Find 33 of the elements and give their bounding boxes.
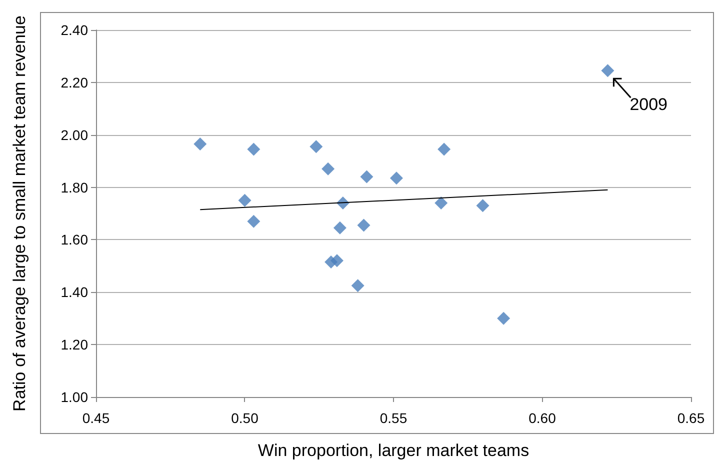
point [247,214,260,228]
point [351,279,364,292]
annotation: 2009 [630,94,668,115]
x-tick-label: 0.60 [528,410,556,426]
point [194,138,207,151]
y-tick-label: 2.20 [60,74,88,90]
y-tick-label: 1.80 [60,179,88,196]
y-axis-title: Ratio of average large to small market team revenue [10,16,29,412]
point [360,170,374,184]
y-tick-label: 1.40 [60,284,88,300]
y-tick-label: 2.40 [60,22,88,38]
y-tick-label: 1.00 [60,389,88,405]
x-tick-label: 0.50 [231,410,259,426]
point [322,162,335,176]
point [310,140,323,154]
x-tick-label: 0.65 [677,410,705,426]
point [601,64,614,78]
point [357,218,370,232]
x-axis-title: Win proportion, larger market teams [258,441,530,460]
point [238,194,252,207]
point [247,142,260,156]
point [330,254,344,268]
point [333,221,346,234]
point [434,196,448,210]
y-tick-label: 2.00 [60,126,88,143]
x-tick-label: 0.45 [82,410,110,426]
x-tick-label: 0.55 [380,410,408,426]
y-tick-label: 1.20 [60,336,88,353]
point [476,199,490,212]
y-tick-label: 1.60 [60,232,88,248]
point [438,142,451,156]
point [497,312,510,325]
point [390,172,403,185]
